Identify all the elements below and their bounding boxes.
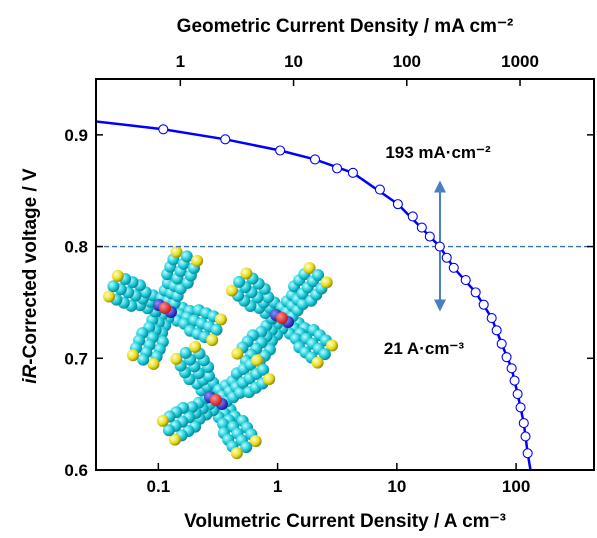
data-point (497, 339, 506, 348)
atom (170, 246, 182, 258)
data-point (311, 155, 320, 164)
atom (127, 349, 139, 361)
data-point (516, 403, 525, 412)
data-point (502, 353, 511, 362)
atom (312, 357, 324, 369)
data-point (375, 185, 384, 194)
data-point (348, 168, 357, 177)
data-point (510, 376, 519, 385)
molecule-illustration (103, 246, 338, 459)
chart: Geometric Current Density / mA cm⁻² Volu… (0, 0, 597, 538)
atom (321, 276, 333, 288)
atom (103, 291, 115, 303)
x-axis-title: Volumetric Current Density / A cm⁻³ (184, 511, 506, 532)
atom (206, 334, 218, 346)
atom (231, 447, 243, 459)
data-point (159, 125, 168, 134)
atom (231, 348, 243, 360)
data-point (479, 300, 488, 309)
y-tick-label: 0.9 (64, 126, 88, 145)
data-point (221, 135, 230, 144)
data-point (487, 314, 496, 323)
atom (276, 312, 288, 324)
x2-tick-label: 1000 (501, 52, 539, 71)
x-tick-label: 0.1 (147, 477, 171, 496)
atom (189, 341, 201, 353)
atom (112, 270, 124, 282)
atom (211, 324, 223, 336)
y-axis-title: iR-Corrected voltage / V (20, 168, 41, 384)
data-point (521, 432, 530, 441)
data-point (519, 419, 528, 428)
x-tick-label: 100 (502, 477, 530, 496)
annotation: 21 A·cm⁻³ (384, 339, 464, 358)
data-point (449, 263, 458, 272)
atom (181, 250, 193, 262)
y-tick-label: 0.6 (64, 461, 88, 480)
atom (148, 358, 160, 370)
data-point (492, 326, 501, 335)
data-point (425, 232, 434, 241)
atom (137, 354, 149, 366)
data-point (435, 242, 444, 251)
data-point (442, 253, 451, 262)
atom (210, 394, 222, 406)
data-point (333, 164, 342, 173)
atom (215, 313, 227, 325)
x-tick-label: 10 (387, 477, 406, 496)
page: Geometric Current Density / mA cm⁻² Volu… (0, 0, 597, 538)
atom (191, 255, 203, 267)
data-point (276, 146, 285, 155)
atom (157, 415, 169, 427)
x2-axis-title: Geometric Current Density / mA cm⁻² (177, 16, 514, 37)
data-point (471, 288, 480, 297)
atom (240, 267, 252, 279)
atom (107, 280, 119, 292)
data-point (507, 364, 516, 373)
y-axis-title-rest: -Corrected voltage / V (20, 168, 41, 365)
y-axis-title-italic: iR (20, 364, 41, 383)
annotation: 193 mA·cm⁻² (385, 143, 491, 162)
y-tick-label: 0.7 (64, 349, 88, 368)
x2-tick-label: 100 (393, 52, 421, 71)
atom (159, 302, 171, 314)
data-point (393, 200, 402, 209)
data-point (417, 223, 426, 232)
x-tick-label: 1 (273, 477, 282, 496)
x2-tick-label: 1 (176, 52, 185, 71)
data-point (408, 212, 417, 221)
x2-tick-label: 10 (284, 52, 303, 71)
data-point (523, 449, 532, 458)
y-tick-label: 0.8 (64, 238, 88, 257)
atom (263, 373, 275, 385)
data-point (513, 390, 522, 399)
data-point (461, 276, 470, 285)
